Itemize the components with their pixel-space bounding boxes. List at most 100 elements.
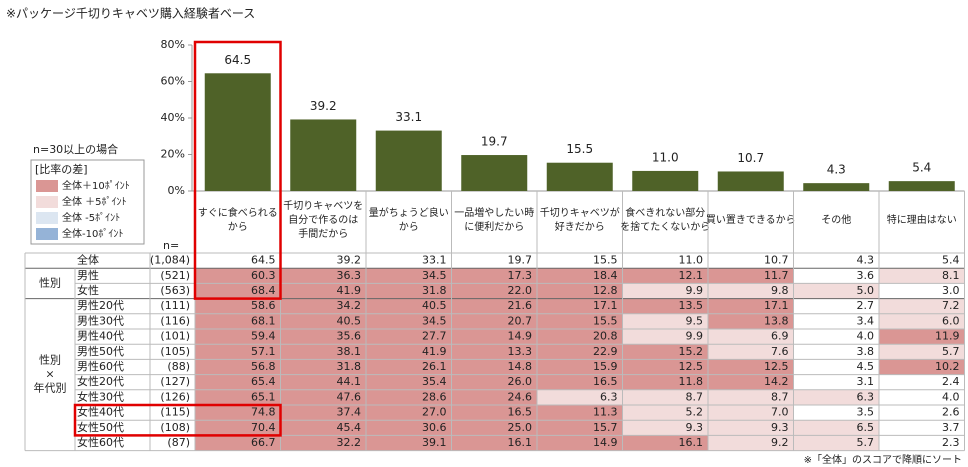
cell-value: 14.9	[508, 330, 533, 343]
cell-highlight	[366, 435, 452, 451]
cell-highlight	[622, 389, 708, 405]
group-label: 年代別	[34, 381, 67, 395]
cell-highlight	[879, 298, 965, 314]
cell-highlight	[280, 329, 366, 345]
cell-value: 59.4	[251, 330, 276, 343]
cell-highlight	[451, 420, 537, 436]
cell-value: 31.8	[422, 284, 447, 297]
bar	[461, 155, 528, 191]
row-label: 男性40代	[77, 329, 124, 343]
data-label: 5.4	[912, 161, 931, 175]
cell-value: 17.3	[508, 269, 533, 282]
cell-value: 3.5	[857, 406, 875, 419]
row-n: (88)	[167, 360, 190, 373]
legend-box	[30, 159, 145, 245]
cell-highlight	[451, 344, 537, 360]
cell-value: 20.8	[593, 330, 618, 343]
cell-value: 65.4	[251, 375, 276, 388]
group-label: 性別	[39, 353, 61, 367]
legend-swatch	[36, 180, 58, 192]
row-label: 男性	[77, 268, 99, 282]
cell-value: 45.4	[337, 421, 362, 434]
cell-value: 3.8	[857, 345, 875, 358]
cell-highlight	[708, 374, 794, 390]
category-label: すぐに食べられる	[198, 206, 278, 219]
cell-value: 12.1	[679, 269, 704, 282]
cell-value: 38.1	[337, 345, 362, 358]
cell-value: 32.2	[337, 436, 362, 449]
cell-value: 16.5	[593, 375, 618, 388]
cell-highlight	[622, 359, 708, 375]
row-label: 女性	[77, 283, 99, 297]
cell-value: 7.0	[771, 406, 789, 419]
y-tick-label: 0%	[168, 184, 185, 197]
cell-value: 57.1	[251, 345, 276, 358]
legend-label: 全体＋10ﾎﾟｲﾝﾄ	[62, 179, 130, 192]
cell-value: 4.3	[857, 254, 875, 267]
cell-value: 5.7	[942, 345, 960, 358]
bar	[888, 181, 955, 191]
cell-highlight	[280, 359, 366, 375]
cell-value: 3.4	[857, 314, 875, 327]
cell-highlight	[622, 420, 708, 436]
cell-highlight	[195, 313, 281, 329]
cell-highlight	[451, 359, 537, 375]
cell-highlight	[708, 329, 794, 345]
legend-swatch	[36, 228, 58, 240]
cell-highlight	[280, 344, 366, 360]
cell-highlight	[537, 374, 623, 390]
data-label: 64.5	[224, 53, 251, 67]
cell-value: 11.8	[679, 375, 704, 388]
cell-value: 12.8	[593, 284, 618, 297]
cell-highlight	[793, 435, 879, 451]
cell-value: 13.3	[508, 345, 533, 358]
cell-highlight	[451, 389, 537, 405]
group-label: ×	[45, 368, 54, 381]
cell-value: 16.1	[508, 436, 533, 449]
cell-highlight	[366, 374, 452, 390]
category-label: 一品増やしたい時	[454, 206, 534, 219]
page-title: ※パッケージ千切りキャベツ購入経験者ベース	[6, 6, 255, 21]
cell-highlight	[537, 329, 623, 345]
legend-swatch	[36, 196, 58, 208]
cell-value: 60.3	[251, 269, 276, 282]
cell-highlight	[451, 435, 537, 451]
cell-value: 40.5	[337, 314, 362, 327]
cell-highlight	[280, 374, 366, 390]
cell-highlight	[708, 298, 794, 314]
cell-value: 37.4	[337, 406, 362, 419]
cell-value: 11.3	[593, 406, 618, 419]
category-label: 好きだから	[555, 221, 605, 233]
row-n: (116)	[160, 314, 190, 327]
cell-value: 9.2	[771, 436, 789, 449]
cell-highlight	[451, 313, 537, 329]
cell-highlight	[195, 344, 281, 360]
y-tick-label: 80%	[161, 38, 185, 51]
cell-value: 70.4	[251, 421, 276, 434]
legend-label: 全体 -5ﾎﾟｲﾝﾄ	[62, 211, 120, 224]
y-tick-label: 60%	[161, 75, 185, 88]
cell-value: 66.7	[251, 436, 276, 449]
cell-highlight	[195, 435, 281, 451]
cell-value: 68.4	[251, 284, 276, 297]
cell-value: 16.1	[679, 436, 704, 449]
cell-value: 17.1	[764, 299, 789, 312]
cell-value: 74.8	[251, 406, 276, 419]
cell-value: 34.5	[422, 269, 447, 282]
cell-value: 35.6	[337, 330, 362, 343]
cell-value: 2.7	[857, 299, 875, 312]
legend-note: n=30以上の場合	[33, 142, 118, 156]
data-label: 39.2	[310, 99, 337, 113]
bar	[632, 170, 699, 191]
row-label: 男性20代	[77, 298, 124, 312]
row-label: 女性20代	[77, 374, 124, 388]
cell-highlight	[537, 313, 623, 329]
cell-highlight	[879, 313, 965, 329]
cell-highlight	[879, 359, 965, 375]
cell-highlight	[793, 389, 879, 405]
cell-value: 9.3	[686, 421, 704, 434]
data-label: 11.0	[652, 150, 679, 164]
cell-highlight	[195, 405, 281, 421]
cell-highlight	[708, 420, 794, 436]
category-label: から	[228, 221, 248, 233]
